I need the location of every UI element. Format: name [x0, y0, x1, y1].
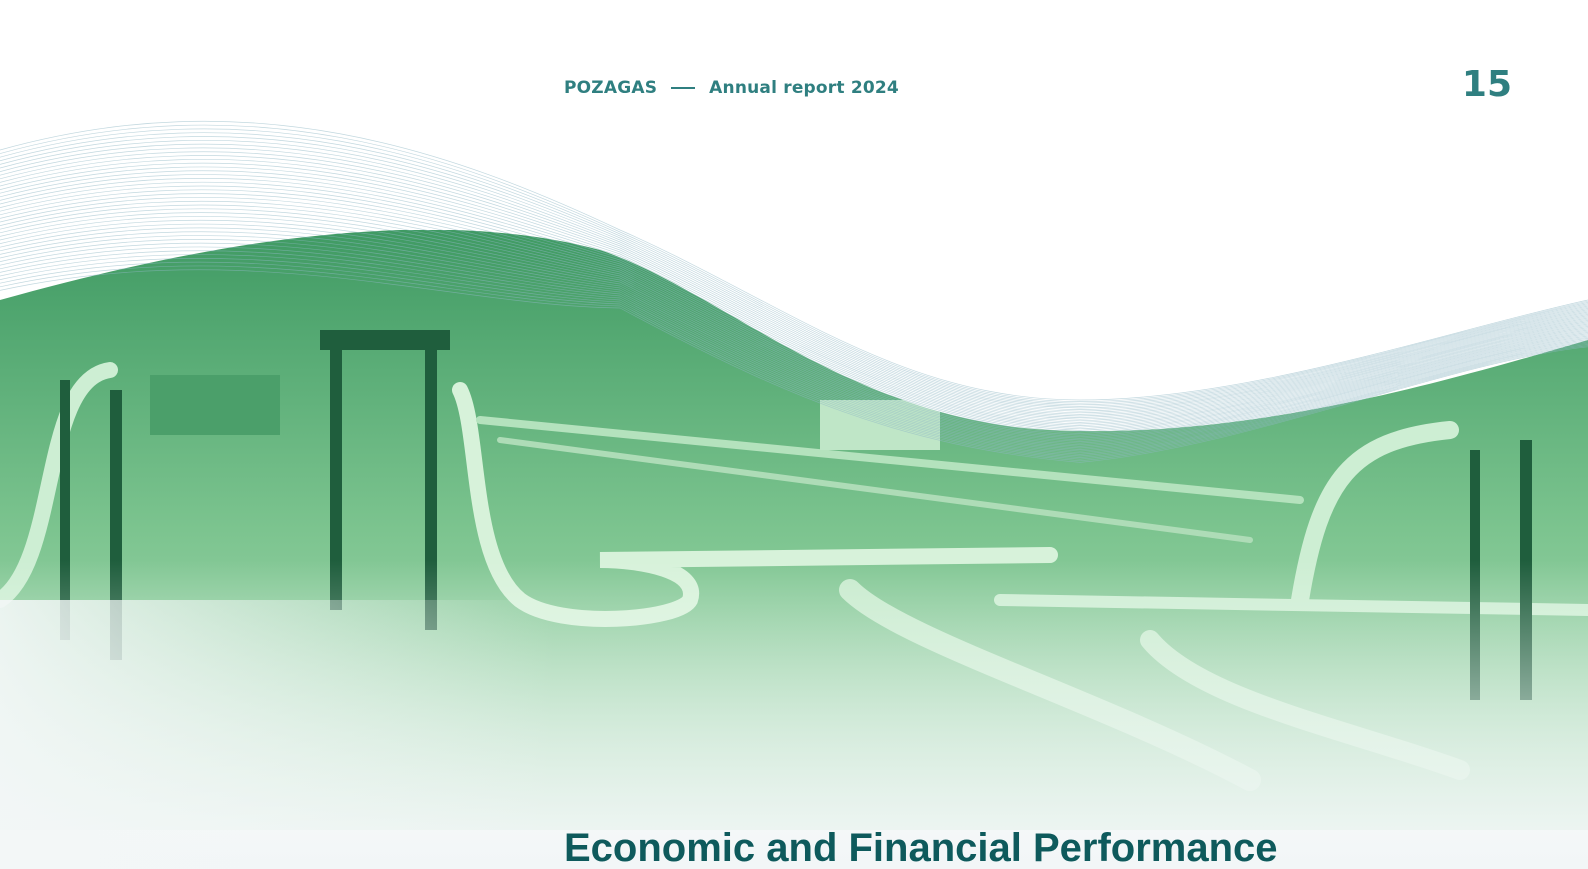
section-title: Economic and Financial Performance [564, 826, 1278, 869]
company-name: POZAGAS [564, 78, 657, 98]
report-name: Annual report 2024 [709, 78, 899, 98]
report-page: POZAGAS Annual report 2024 15 Economic a… [0, 0, 1588, 869]
page-body: {"header": {"company": "POZAGAS", "repor… [0, 0, 1588, 869]
separator [671, 87, 695, 89]
hero-image [0, 0, 1588, 869]
running-header: POZAGAS Annual report 2024 [564, 78, 899, 98]
page-number: 15 [1462, 64, 1512, 105]
